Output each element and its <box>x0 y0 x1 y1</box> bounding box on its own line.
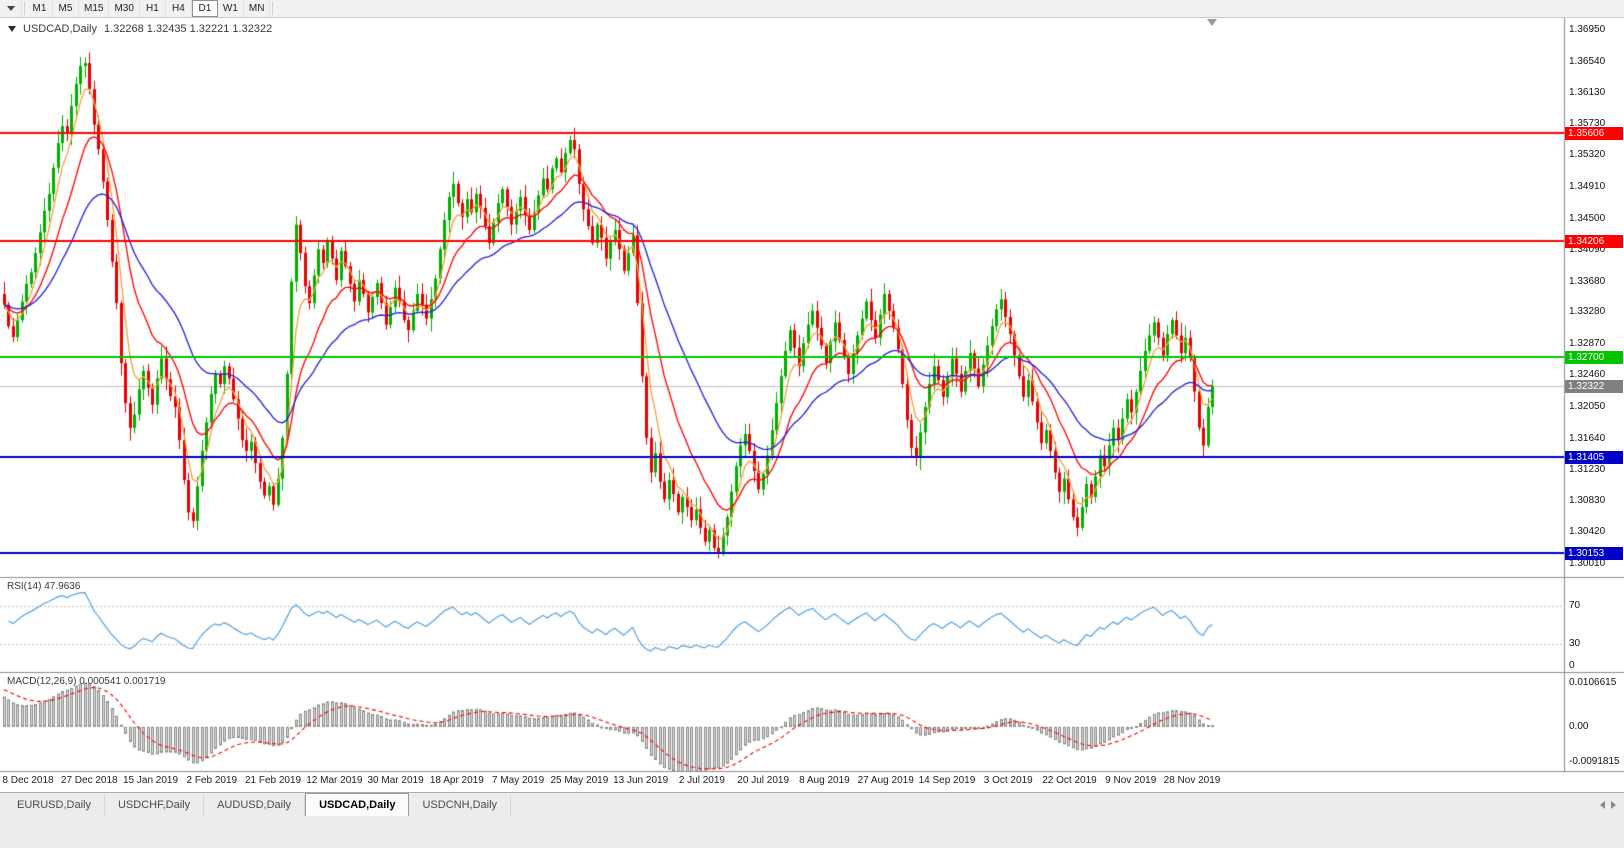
macd-indicator-label: MACD(12,26,9) 0.000541 0.001719 <box>7 676 166 687</box>
tab-scroll-right-icon[interactable] <box>1611 800 1616 809</box>
timeframe-button-mn[interactable]: MN <box>244 0 271 17</box>
chart-shift-marker[interactable] <box>1207 19 1217 26</box>
timeframe-button-h1[interactable]: H1 <box>140 0 166 17</box>
chart-dropdown-button[interactable] <box>0 0 22 17</box>
timeframe-button-m5[interactable]: M5 <box>53 0 79 17</box>
tab-scroll-left-icon[interactable] <box>1600 800 1605 809</box>
timeframe-buttons-group: M1 M5 M15 M30 H1 H4 D1 W1 MN <box>27 0 271 17</box>
chart-tabs-bar: EURUSD,Daily USDCHF,Daily AUDUSD,Daily USDC… <box>0 792 1624 816</box>
timeframe-button-h4[interactable]: H4 <box>166 0 192 17</box>
one-click-trading-icon[interactable] <box>8 26 16 32</box>
chart-symbol-title: USDCAD,Daily <box>23 23 97 35</box>
chart-title: USDCAD,Daily 1.32268 1.32435 1.32221 1.3… <box>8 23 272 35</box>
chart-tabs: EURUSD,Daily USDCHF,Daily AUDUSD,Daily USDC… <box>0 793 512 816</box>
tab-scroll-buttons <box>1600 793 1624 816</box>
price-chart-canvas[interactable] <box>0 18 1624 792</box>
chevron-down-icon <box>6 6 15 11</box>
chart-tab-eurusd[interactable]: EURUSD,Daily <box>4 795 105 816</box>
toolbar-separator <box>272 2 274 15</box>
rsi-indicator-label: RSI(14) 47.9636 <box>7 581 81 592</box>
window-bottom-strip <box>0 816 1624 848</box>
timeframe-button-m15[interactable]: M15 <box>79 0 110 17</box>
chart-tab-usdcad[interactable]: USDCAD,Daily <box>305 793 410 816</box>
timeframe-button-w1[interactable]: W1 <box>218 0 244 17</box>
timeframe-button-m30[interactable]: M30 <box>109 0 140 17</box>
toolbar-separator <box>24 2 25 15</box>
chart-tab-audusd[interactable]: AUDUSD,Daily <box>204 795 306 816</box>
chart-ohlc-values: 1.32268 1.32435 1.32221 1.32322 <box>103 23 273 35</box>
timeframe-button-d1[interactable]: D1 <box>191 0 218 17</box>
chart-tab-usdcnh[interactable]: USDCNH,Daily <box>409 795 512 816</box>
chart-tab-usdchf[interactable]: USDCHF,Daily <box>104 795 205 816</box>
timeframe-button-m1[interactable]: M1 <box>27 0 53 17</box>
timeframe-toolbar: M1 M5 M15 M30 H1 H4 D1 W1 MN <box>0 0 1624 18</box>
